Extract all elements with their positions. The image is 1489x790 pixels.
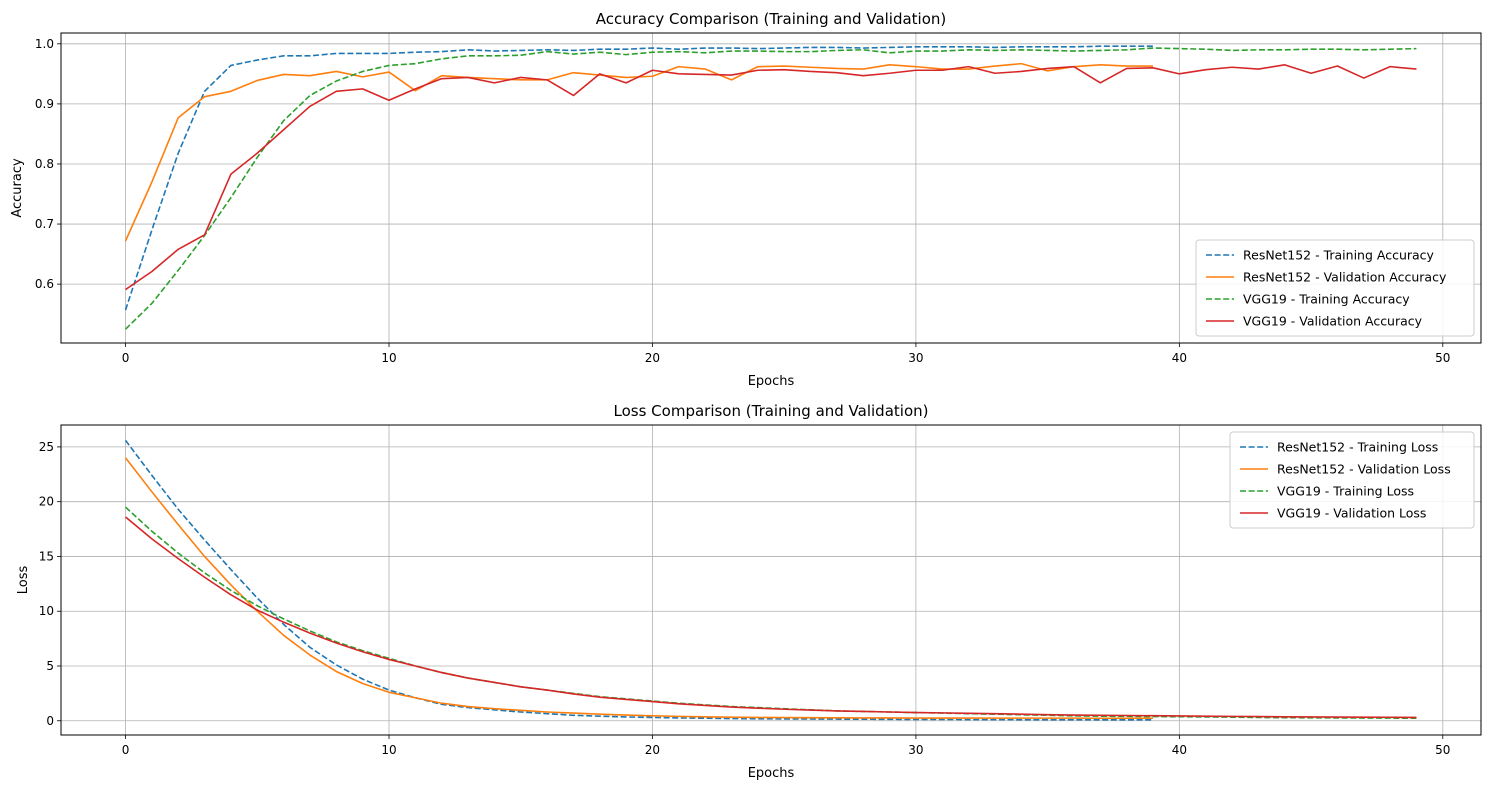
accuracy-y-tick-label: 0.7 xyxy=(35,217,54,231)
loss-plot-frame xyxy=(60,424,1482,736)
loss-x-tick-label: 50 xyxy=(1435,743,1450,757)
loss-x-tick-label: 20 xyxy=(645,743,660,757)
loss-legend: ResNet152 - Training Loss ResNet152 - Val… xyxy=(1229,431,1475,529)
accuracy-plot-frame xyxy=(60,32,1482,344)
accuracy-x-tick-label: 50 xyxy=(1435,351,1450,365)
loss-y-tick-label: 20 xyxy=(39,495,54,509)
accuracy-y-ticks: 0.6 0.7 0.8 0.9 1.0 xyxy=(35,37,61,291)
accuracy-y-tick-label: 0.8 xyxy=(35,157,54,171)
loss-y-tick-label: 5 xyxy=(46,659,54,673)
accuracy-legend: ResNet152 - Training Accuracy ResNet152 -… xyxy=(1195,239,1475,337)
accuracy-y-tick-label: 0.6 xyxy=(35,277,54,291)
accuracy-legend-label: ResNet152 - Training Accuracy xyxy=(1243,248,1435,263)
accuracy-y-tick-label: 1.0 xyxy=(35,37,54,51)
loss-series xyxy=(124,439,1417,721)
accuracy-series-vgg19-validation-accuracy xyxy=(125,64,1417,291)
loss-x-tick-label: 40 xyxy=(1172,743,1187,757)
accuracy-x-tick-label: 30 xyxy=(908,351,923,365)
accuracy-chart-title: Accuracy Comparison (Training and Valida… xyxy=(596,10,947,28)
loss-legend-label: ResNet152 - Training Loss xyxy=(1277,440,1438,455)
loss-y-tick-label: 25 xyxy=(39,440,54,454)
loss-chart-title: Loss Comparison (Training and Validation… xyxy=(614,402,929,420)
accuracy-legend-label: ResNet152 - Validation Accuracy xyxy=(1243,270,1447,285)
accuracy-x-tick-label: 40 xyxy=(1172,351,1187,365)
loss-series-resnet152-training-loss xyxy=(124,439,1153,721)
loss-x-tick-label: 30 xyxy=(908,743,923,757)
loss-legend-label: ResNet152 - Validation Loss xyxy=(1277,462,1451,477)
accuracy-x-ticks: 0 10 20 30 40 50 xyxy=(122,343,1450,365)
accuracy-legend-label: VGG19 - Validation Accuracy xyxy=(1243,314,1423,329)
loss-y-tick-label: 15 xyxy=(39,549,54,563)
accuracy-y-tick-label: 0.9 xyxy=(35,97,54,111)
loss-x-tick-label: 0 xyxy=(122,743,130,757)
accuracy-series-vgg19-training-accuracy xyxy=(124,47,1417,330)
accuracy-x-tick-label: 0 xyxy=(122,351,130,365)
loss-series-vgg19-validation-loss xyxy=(125,516,1417,719)
loss-y-tick-label: 0 xyxy=(46,714,54,728)
loss-y-ticks: 0 5 10 15 20 25 xyxy=(39,440,61,728)
accuracy-legend-box xyxy=(1195,239,1475,337)
loss-legend-label: VGG19 - Training Loss xyxy=(1277,484,1414,499)
accuracy-series xyxy=(124,45,1417,330)
loss-y-axis-label: Loss xyxy=(16,566,31,595)
loss-x-axis-label: Epochs xyxy=(748,766,795,781)
accuracy-y-axis-label: Accuracy xyxy=(10,158,25,218)
loss-x-tick-label: 10 xyxy=(381,743,396,757)
loss-legend-label: VGG19 - Validation Loss xyxy=(1277,506,1426,521)
loss-chart: Loss Comparison (Training and Validation… xyxy=(16,402,1482,781)
accuracy-x-tick-label: 10 xyxy=(381,351,396,365)
accuracy-series-resnet152-training-accuracy xyxy=(124,45,1153,311)
accuracy-x-axis-label: Epochs xyxy=(748,374,795,389)
loss-y-tick-label: 10 xyxy=(39,604,54,618)
accuracy-legend-label: VGG19 - Training Accuracy xyxy=(1243,292,1410,307)
loss-legend-box xyxy=(1229,431,1475,529)
loss-x-ticks: 0 10 20 30 40 50 xyxy=(122,735,1450,757)
accuracy-chart: Accuracy Comparison (Training and Valida… xyxy=(10,10,1482,389)
loss-series-resnet152-validation-loss xyxy=(124,457,1153,720)
accuracy-x-tick-label: 20 xyxy=(645,351,660,365)
